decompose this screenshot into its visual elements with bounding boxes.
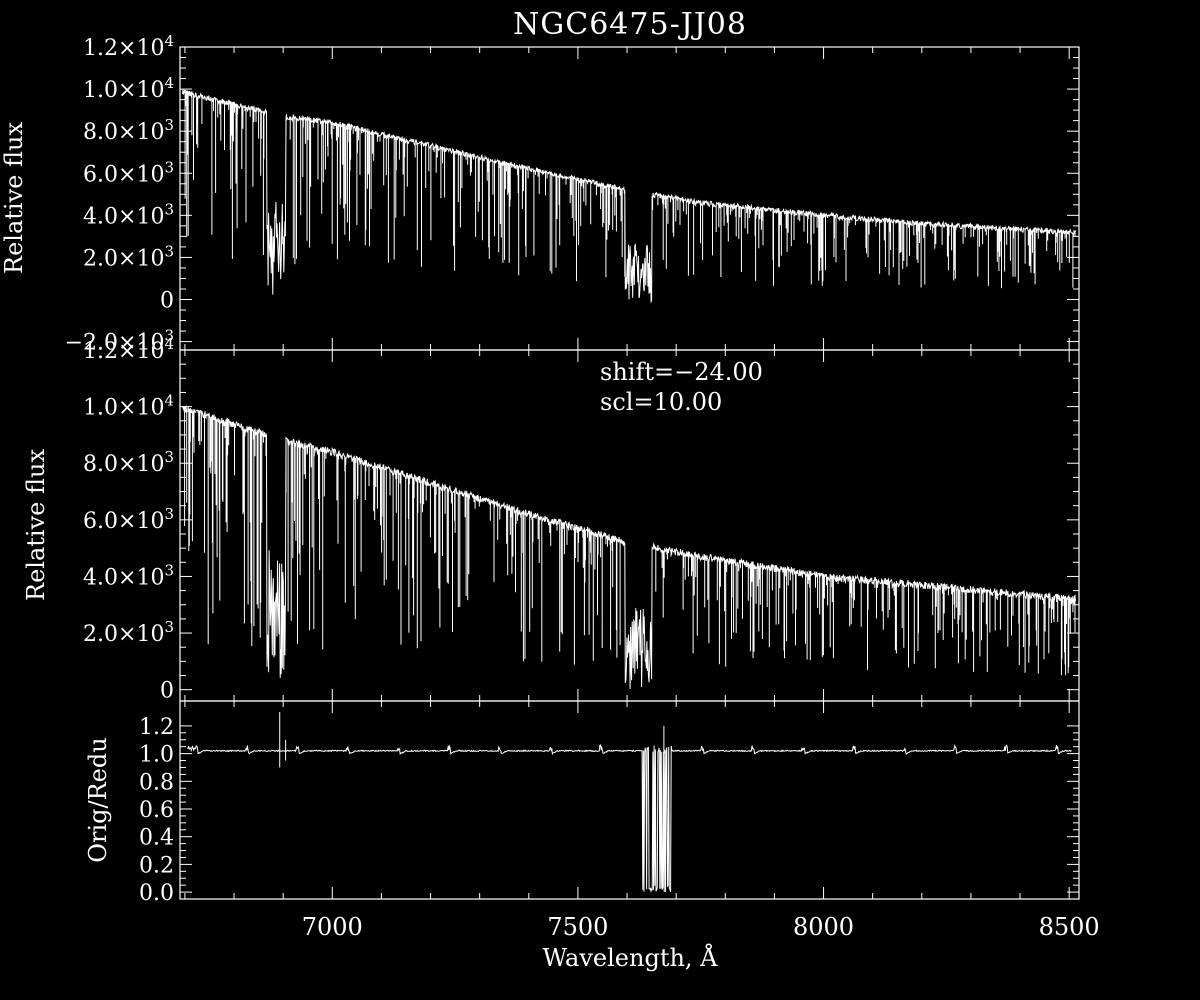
annotation-scale: scl=10.00 [600,388,722,416]
y-tick-label: 4.0×103 [83,561,174,590]
panel-top-ylabel: Relative flux [0,122,28,274]
x-tick-label: 7500 [547,913,608,941]
y-tick-label: 1.2 [139,715,174,740]
y-tick-label: 4.0×103 [83,200,174,229]
y-tick-label: 0.2 [139,853,174,878]
flux-line [182,89,1077,304]
y-tick-label: 1.2×104 [83,335,174,364]
panel-bottom-ratio [187,712,1072,893]
panel-middle-spectrum [182,405,1077,690]
panel-top-frame [179,46,1080,351]
x-tick-label: 7000 [302,913,363,941]
y-tick-label: 0 [160,289,174,314]
y-tick-label: 1.2×104 [83,32,174,61]
y-tick-label: 6.0×103 [83,158,174,187]
x-axis-label: Wavelength, Å [542,943,718,972]
flux-line [182,405,1077,690]
panel-bottom-frame [179,700,1080,900]
panel-bottom-ylabel: Orig/Redu [84,737,112,862]
annotation-shift: shift=−24.00 [600,358,763,386]
y-tick-label: 6.0×103 [83,505,174,534]
y-tick-label: 1.0 [139,743,174,768]
panel-middle-ylabel: Relative flux [22,449,50,601]
panel-top: 1.2×104 1.0×104 8.0×103 6.0×103 4.0×103 2.0×1… [0,32,1080,356]
y-tick-label: 8.0×103 [83,448,174,477]
panel-bottom: 1.2 1.00.8 0.6 0.40.2 0.0 7000 7500 8000 8500 Or… [84,700,1100,972]
y-tick-label: −2.0×103 [65,327,174,356]
y-tick-label: 0.6 [139,798,174,823]
y-tick-label: 0.8 [139,770,174,795]
y-tick-label: 1.0×104 [83,74,174,103]
y-tick-label: 0.4 [139,826,174,851]
x-tick-label: 8500 [1039,913,1100,941]
y-tick-label: 0 [160,679,174,704]
panel-top-spectrum [182,89,1077,304]
y-tick-label: 0.0 [139,881,174,906]
y-tick-label: 2.0×103 [83,242,174,271]
ratio-line [187,743,1072,893]
chart-title: NGC6475-JJ08 [513,7,747,42]
y-tick-label: 1.0×104 [83,392,174,421]
x-tick-label: 8000 [793,913,854,941]
y-tick-label: 8.0×103 [83,116,174,145]
y-tick-label: 2.0×103 [83,618,174,647]
panel-middle: 1.2×104 1.0×104 8.0×103 6.0×103 4.0×103 2.0×1… [22,335,1080,704]
